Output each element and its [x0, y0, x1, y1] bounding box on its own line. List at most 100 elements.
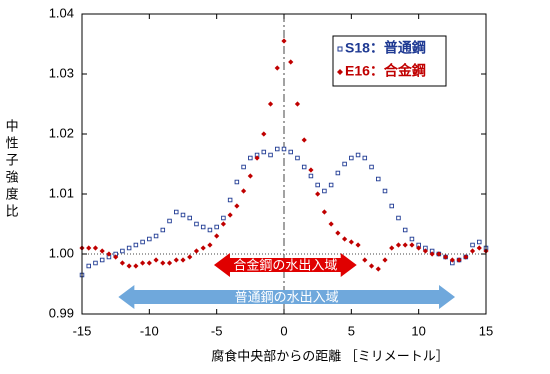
point — [247, 173, 253, 179]
point — [476, 245, 482, 251]
point — [368, 263, 375, 269]
point — [234, 179, 240, 185]
point — [275, 146, 280, 152]
point — [254, 155, 260, 161]
point — [288, 59, 294, 65]
point — [207, 227, 213, 233]
point — [174, 209, 179, 215]
y-tick-label: 1.01 — [49, 185, 74, 200]
point — [167, 218, 172, 224]
point — [402, 227, 408, 233]
point — [166, 260, 173, 266]
point — [288, 149, 293, 155]
y-tick-label: 1.00 — [49, 245, 74, 260]
point — [140, 260, 146, 266]
point — [160, 260, 166, 266]
point — [402, 242, 408, 248]
point — [220, 221, 226, 227]
point — [126, 245, 132, 251]
point — [227, 212, 233, 218]
point — [342, 236, 348, 242]
legend-label: S18：普通鋼 — [345, 40, 426, 56]
point — [369, 164, 374, 170]
point — [268, 152, 273, 158]
point — [328, 182, 334, 188]
point — [214, 224, 219, 230]
x-tick-label: 5 — [348, 323, 355, 338]
x-tick-label: -5 — [211, 323, 223, 338]
legend-marker — [337, 46, 343, 52]
point — [92, 245, 99, 251]
point — [146, 260, 152, 266]
point — [86, 263, 91, 269]
point — [274, 65, 280, 71]
point — [133, 263, 139, 269]
point — [315, 182, 320, 188]
point — [429, 251, 435, 257]
x-tick-label: -10 — [140, 323, 159, 338]
point — [294, 101, 301, 107]
point — [227, 197, 233, 203]
point — [126, 263, 132, 269]
point — [86, 245, 92, 251]
legend-box — [332, 35, 447, 87]
point — [119, 260, 125, 266]
point — [93, 260, 98, 266]
point — [308, 173, 314, 179]
point — [375, 266, 381, 272]
annotation-label: 合金鋼の水出入域 — [233, 257, 337, 272]
point — [267, 101, 274, 107]
point — [207, 242, 213, 248]
point — [315, 191, 321, 197]
y-tick-label: 0.99 — [49, 305, 74, 320]
point — [261, 131, 267, 137]
point — [321, 209, 327, 215]
point — [348, 239, 354, 245]
point — [395, 242, 402, 248]
annotation-arrow — [118, 285, 456, 309]
point — [389, 203, 394, 209]
x-tick-label: 0 — [280, 323, 287, 338]
point — [281, 38, 287, 44]
point — [389, 245, 395, 251]
point — [362, 155, 368, 161]
point — [187, 254, 193, 260]
point — [342, 161, 347, 167]
legend-marker — [337, 69, 343, 75]
point — [214, 233, 220, 239]
point — [234, 203, 240, 209]
point — [173, 257, 179, 263]
point — [355, 242, 361, 248]
point — [281, 146, 287, 152]
point — [194, 221, 199, 227]
point — [153, 257, 159, 263]
point — [99, 248, 105, 254]
annotation-arrow — [213, 253, 357, 277]
point — [241, 188, 247, 194]
x-tick-label: 10 — [411, 323, 425, 338]
point — [416, 245, 422, 251]
point — [382, 188, 388, 194]
y-tick-label: 1.04 — [49, 5, 74, 20]
point — [349, 155, 354, 161]
point — [200, 245, 206, 251]
legend-label: E16：合金鋼 — [345, 63, 426, 79]
point — [422, 248, 428, 254]
point — [221, 215, 226, 221]
point — [449, 257, 455, 263]
point — [396, 215, 401, 221]
point — [261, 149, 267, 155]
point — [328, 221, 334, 227]
point — [443, 254, 449, 260]
point — [335, 170, 341, 176]
point — [456, 257, 462, 263]
x-tick-label: 15 — [479, 323, 493, 338]
point — [469, 248, 476, 254]
point — [301, 137, 307, 143]
y-axis-title: 中性子強度比 — [4, 119, 19, 221]
point — [322, 188, 327, 194]
point — [180, 212, 186, 218]
point — [335, 230, 341, 236]
point — [382, 257, 388, 263]
